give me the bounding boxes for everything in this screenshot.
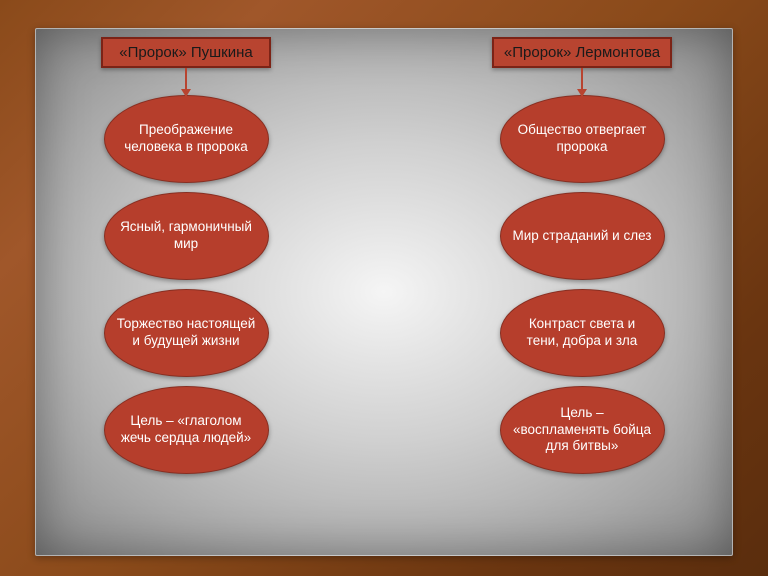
connector-arrow	[185, 68, 187, 96]
ellipse-node: Ясный, гармоничный мир	[104, 192, 269, 280]
ellipse-node: Цель – «глаголом жечь сердца людей»	[104, 386, 269, 474]
ellipse-node: Цель – «воспламенять бойца для битвы»	[500, 386, 665, 474]
column-header: «Пророк» Пушкина	[101, 37, 271, 68]
ellipse-node: Мир страданий и слез	[500, 192, 665, 280]
column-pushkin: «Пророк» Пушкина Преображение человека в…	[76, 37, 296, 474]
column-header: «Пророк» Лермонтова	[492, 37, 672, 68]
slide-panel: «Пророк» Пушкина Преображение человека в…	[35, 28, 733, 556]
ellipse-node: Преображение человека в пророка	[104, 95, 269, 183]
ellipse-node: Контраст света и тени, добра и зла	[500, 289, 665, 377]
column-lermontov: «Пророк» Лермонтова Общество отвергает п…	[472, 37, 692, 474]
ellipse-node: Торжество настоящей и будущей жизни	[104, 289, 269, 377]
slide-frame: «Пророк» Пушкина Преображение человека в…	[0, 0, 768, 576]
ellipse-node: Общество отвергает пророка	[500, 95, 665, 183]
connector-arrow	[581, 68, 583, 96]
